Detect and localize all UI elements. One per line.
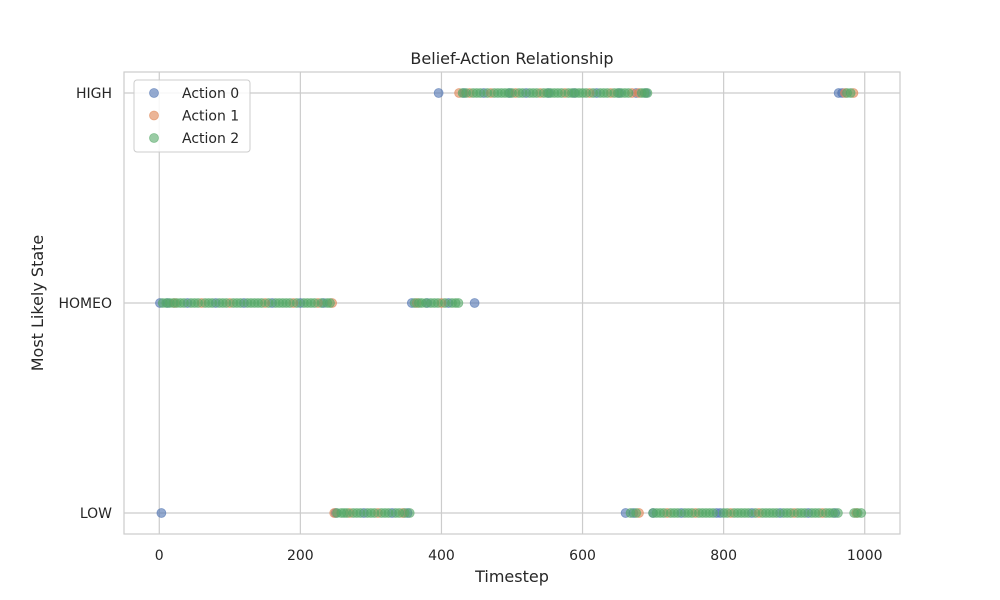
y-tick-label: HOMEO (59, 296, 113, 312)
legend-label: Action 2 (182, 131, 239, 147)
x-tick-label: 200 (287, 548, 314, 564)
scatter-point (433, 88, 444, 98)
data-points (155, 88, 867, 518)
chart-title: Belief-Action Relationship (410, 49, 613, 68)
x-axis-label: Timestep (474, 567, 549, 586)
tick-labels: 0 200 400 600 800 1000 LOW HOMEO HIGH (59, 86, 883, 564)
scatter-point (845, 88, 856, 98)
legend-marker (149, 133, 159, 143)
legend-box (133, 79, 251, 153)
x-tick-label: 600 (569, 548, 596, 564)
x-tick-label: 1000 (847, 548, 883, 564)
scatter-point (325, 298, 335, 308)
x-tick-label: 0 (155, 548, 164, 564)
scatter-point (156, 508, 167, 518)
scatter-point (856, 508, 867, 518)
scatter-point (469, 298, 480, 308)
x-tick-label: 400 (428, 548, 455, 564)
scatter-point (453, 298, 464, 308)
legend-marker (149, 110, 159, 121)
scatter-point (708, 508, 718, 518)
scatter-point (631, 508, 642, 518)
scatter-point (833, 508, 843, 518)
legend-label: Action 0 (182, 86, 239, 102)
series-action-2 (157, 88, 867, 518)
scatter-point (623, 88, 634, 98)
y-axis-label: Most Likely State (28, 235, 47, 372)
plot-area-frame (123, 71, 901, 535)
y-tick-label: LOW (80, 506, 112, 522)
y-tick-label: HIGH (76, 86, 112, 102)
legend-marker (149, 88, 159, 98)
x-tick-label: 800 (710, 548, 737, 564)
legend-label: Action 1 (182, 109, 239, 125)
legend: Action 0 Action 1 Action 2 (133, 79, 251, 153)
scatter-point (404, 508, 415, 518)
scatter-point (642, 88, 653, 98)
